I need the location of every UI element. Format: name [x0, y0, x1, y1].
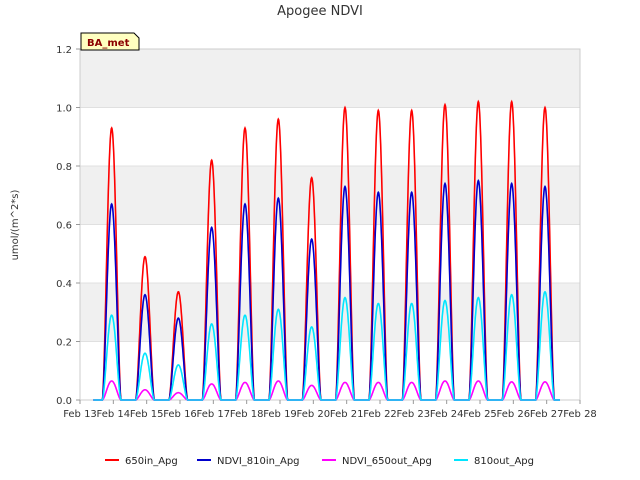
legend: 650in_Apg NDVI_810in_Apg NDVI_650out_Apg 81… — [105, 456, 534, 467]
y-axis-title: umol/(m^2*s) — [10, 189, 21, 260]
legend-label: 650in_Apg — [125, 456, 178, 467]
grid-band — [80, 283, 580, 342]
series-lines — [93, 99, 560, 401]
badge: BA_met — [80, 32, 140, 51]
x-tick-label: Feb 23 — [397, 409, 431, 420]
series-line-810out-apg — [93, 290, 560, 401]
x-tick-label: Feb 21 — [330, 409, 364, 420]
x-tick-label: Feb 14 — [97, 409, 131, 420]
x-tick-label: Feb 17 — [197, 409, 231, 420]
y-tick-label: 0.4 — [56, 279, 72, 290]
x-tick-label: Feb 13 — [63, 409, 97, 420]
y-tick-label: 0.6 — [56, 221, 72, 232]
x-tick-label: Feb 26 — [497, 409, 531, 420]
x-tick-label: Feb 22 — [363, 409, 397, 420]
x-tick-label: Feb 27 — [530, 409, 564, 420]
badge-box — [80, 32, 140, 51]
x-tick-label: Feb 16 — [163, 409, 197, 420]
legend-label: NDVI_650out_Apg — [342, 456, 432, 467]
y-tick-label: 0.2 — [56, 338, 72, 349]
x-axis: Feb 13 Feb 14 Feb 15 Feb 16 Feb 17 Feb 18 Feb … — [63, 400, 597, 420]
y-tick-label: 1.0 — [56, 104, 72, 115]
x-tick-label: Feb 20 — [297, 409, 331, 420]
x-tick-label: Feb 15 — [130, 409, 164, 420]
grid-band — [80, 49, 580, 108]
y-axis: 0.0 0.2 0.4 0.6 0.8 1.0 1.2 — [56, 45, 80, 407]
x-tick-label: Feb 28 — [563, 409, 597, 420]
x-tick-label: Feb 19 — [263, 409, 297, 420]
legend-label: 810out_Apg — [474, 456, 534, 467]
y-tick-label: 0.8 — [56, 162, 72, 173]
x-tick-label: Feb 25 — [463, 409, 497, 420]
badge-label: BA_met — [87, 38, 130, 49]
grid-band — [80, 166, 580, 225]
chart-title: Apogee NDVI — [277, 4, 363, 19]
legend-label: NDVI_810in_Apg — [217, 456, 300, 467]
x-tick-label: Feb 18 — [230, 409, 264, 420]
y-tick-label: 1.2 — [56, 45, 72, 56]
y-tick-label: 0.0 — [56, 396, 72, 407]
plot-bands — [80, 49, 580, 401]
x-tick-label: Feb 24 — [430, 409, 464, 420]
